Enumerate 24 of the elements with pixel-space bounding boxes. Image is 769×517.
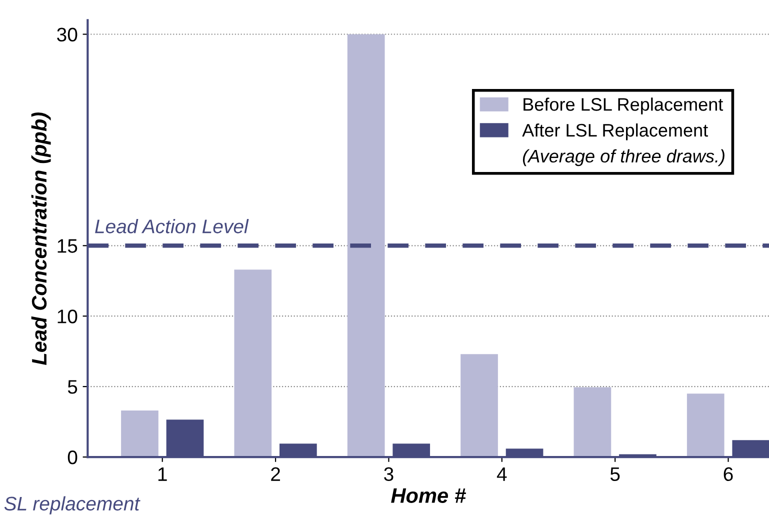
bar — [121, 410, 158, 458]
x-tick-label: 5 — [610, 467, 620, 482]
x-tick-label: 4 — [496, 467, 507, 481]
bar — [574, 387, 612, 458]
bar — [686, 394, 724, 458]
y-tick-label: 0 — [68, 450, 78, 464]
y-tick-label: 30 — [57, 28, 78, 42]
y-axis-title: Lead Concentration (ppb) — [31, 112, 51, 365]
legend-label: Before LSL Replacement — [524, 98, 724, 114]
x-axis-title: Home # — [391, 488, 466, 503]
x-tick-label: 1 — [158, 467, 167, 481]
legend-label: After LSL Replacement — [522, 123, 708, 140]
ref-line-label: Lead Action Level — [95, 219, 249, 234]
x-tick-label: 3 — [384, 467, 394, 482]
text: SL replacement — [4, 496, 140, 514]
x-tick-label: 6 — [724, 467, 733, 482]
bar — [460, 354, 498, 458]
y-tick-label: 5 — [68, 380, 78, 394]
annotation: (Average of three draws.) — [522, 149, 724, 166]
y-tick-label: 15 — [58, 239, 78, 253]
x-tick-label: 2 — [271, 467, 280, 481]
bar — [347, 34, 385, 458]
bar — [234, 270, 272, 458]
y-tick-label: 10 — [58, 310, 78, 324]
